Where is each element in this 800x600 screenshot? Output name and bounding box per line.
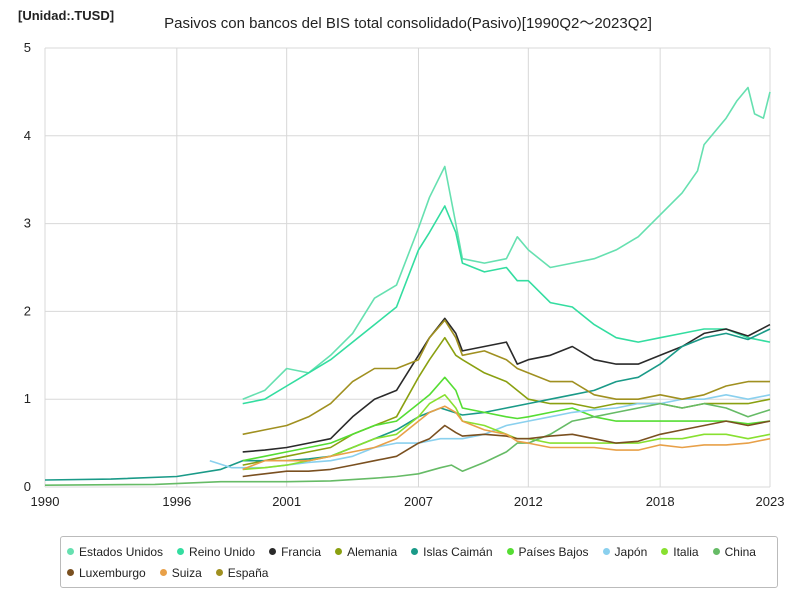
- legend-item: China: [712, 541, 756, 562]
- x-tick-label: 2023: [756, 494, 785, 509]
- x-tick-label: 2007: [404, 494, 433, 509]
- legend-label: Suiza: [171, 565, 202, 580]
- axes: 0 1 2 3 4 5 1990 1996 2001 2007 2012 2018 2023: [24, 40, 785, 509]
- chart-title: Pasivos con bancos del BIS total consoli…: [164, 15, 652, 32]
- x-tick-label: 1990: [31, 494, 60, 509]
- legend-marker: [712, 548, 720, 555]
- x-tick-label: 2001: [272, 494, 301, 509]
- legend-marker: [159, 569, 167, 576]
- legend-label: Francia: [281, 544, 322, 559]
- y-tick-label: 5: [24, 40, 31, 55]
- legend-label: España: [227, 565, 269, 580]
- legend: Estados Unidos Reino Unido Francia Alemania…: [60, 536, 778, 588]
- y-tick-label: 0: [24, 479, 31, 494]
- legend-label: China: [724, 544, 756, 559]
- legend-marker: [411, 548, 419, 555]
- series-line-7: [242, 394, 771, 471]
- legend-label: Italia: [673, 544, 699, 559]
- legend-marker: [506, 548, 514, 555]
- legend-marker: [602, 548, 610, 555]
- y-tick-label: 4: [24, 128, 31, 143]
- legend-item: España: [215, 562, 269, 583]
- series-line-2: [242, 317, 771, 453]
- legend-marker: [67, 548, 74, 555]
- x-tick-label: 2012: [514, 494, 543, 509]
- legend-item: Países Bajos: [506, 541, 589, 562]
- series-line-4: [44, 328, 771, 481]
- legend-item: Alemania: [335, 541, 397, 562]
- series-line-0: [242, 86, 771, 400]
- legend-marker: [661, 548, 669, 555]
- legend-label: Estados Unidos: [79, 544, 164, 559]
- legend-label: Japón: [614, 544, 648, 559]
- legend-marker: [177, 548, 185, 555]
- legend-marker: [269, 548, 277, 555]
- x-tick-label: 2018: [646, 494, 675, 509]
- series-lines: [44, 86, 771, 486]
- legend-item: Japón: [602, 541, 648, 562]
- legend-item: Italia: [661, 541, 699, 562]
- series-line-5: [242, 376, 771, 462]
- series-line-1: [242, 205, 771, 405]
- legend-label: Islas Caimán: [423, 544, 493, 559]
- legend-item: Estados Unidos: [67, 541, 163, 562]
- y-tick-label: 1: [24, 391, 31, 406]
- series-line-8: [44, 402, 771, 486]
- legend-label: Reino Unido: [189, 544, 256, 559]
- legend-label: Países Bajos: [518, 544, 589, 559]
- y-tick-label: 2: [24, 303, 31, 318]
- legend-marker: [67, 569, 74, 576]
- legend-label: Alemania: [347, 544, 398, 559]
- legend-item: Francia: [269, 541, 321, 562]
- series-line-10: [242, 405, 771, 471]
- y-tick-label: 3: [24, 216, 31, 231]
- series-line-11: [242, 319, 770, 436]
- legend-marker: [215, 569, 223, 576]
- legend-item: Islas Caimán: [411, 541, 493, 562]
- grid: [44, 47, 771, 488]
- legend-item: Luxemburgo: [67, 562, 146, 583]
- legend-item: Reino Unido: [177, 541, 255, 562]
- legend-marker: [335, 548, 343, 555]
- x-tick-label: 1996: [162, 494, 191, 509]
- unit-label: [Unidad:.TUSD]: [18, 8, 115, 23]
- legend-label: Luxemburgo: [79, 565, 146, 580]
- legend-item: Suiza: [159, 562, 202, 583]
- series-line-9: [242, 420, 771, 478]
